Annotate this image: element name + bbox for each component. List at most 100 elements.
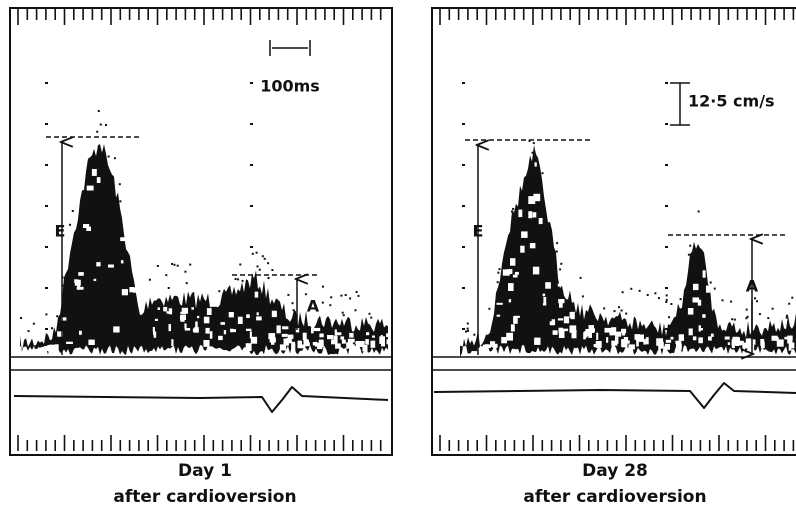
- noise-speck: [271, 269, 274, 271]
- spectrum-gap: [302, 332, 307, 341]
- noise-speck: [237, 278, 240, 281]
- spectrum-gap: [380, 335, 383, 339]
- spectrum-gap: [593, 344, 598, 348]
- spectrum-gap: [359, 341, 365, 347]
- spectrum-gap: [346, 342, 353, 349]
- calibration-dot: [45, 246, 48, 248]
- noise-speck: [267, 277, 270, 279]
- spectrum-gap: [254, 291, 259, 298]
- noise-speck: [511, 210, 514, 213]
- noise-speck: [788, 302, 791, 305]
- noise-speck: [251, 252, 254, 255]
- noise-speck: [731, 318, 734, 321]
- noise-speck: [45, 313, 48, 316]
- spectrum-gap: [299, 344, 306, 349]
- spectrum-gap: [295, 328, 300, 333]
- noise-speck: [171, 263, 174, 265]
- spectrum-gap: [570, 311, 575, 320]
- noise-speck: [771, 307, 774, 310]
- calibration-dot: [462, 287, 465, 289]
- spectrum-gap: [742, 343, 747, 348]
- spectrum-gap: [108, 264, 114, 268]
- noise-speck: [657, 297, 660, 300]
- noise-speck: [368, 312, 371, 315]
- spectrum-gap: [664, 343, 670, 350]
- noise-speck: [156, 265, 159, 267]
- spectrum-gap: [496, 314, 501, 317]
- spectrum-gap: [256, 316, 262, 321]
- spectrum-gap: [205, 327, 210, 334]
- panel-frame: [9, 7, 393, 456]
- spectrum-gap: [735, 337, 740, 344]
- calibration-dot: [45, 164, 48, 166]
- ecg-trace: [13, 386, 389, 413]
- spectrum-gap: [731, 342, 735, 349]
- spectrum-gap: [788, 342, 792, 351]
- spectrum-gap: [39, 347, 42, 355]
- spectrum-gap: [748, 339, 755, 347]
- spectrum-gap: [557, 318, 564, 321]
- spectrum-gap: [349, 332, 354, 338]
- spectrum-gap: [283, 338, 289, 346]
- spectrum-gap: [549, 321, 554, 326]
- noise-speck: [730, 300, 733, 303]
- spectrum-gap: [508, 299, 512, 303]
- noise-speck: [528, 139, 531, 142]
- spectrum-gap: [645, 337, 649, 345]
- noise-speck: [357, 294, 360, 297]
- noise-speck: [61, 284, 64, 287]
- spectrum-gap: [168, 308, 173, 315]
- spectrum-gap: [31, 349, 37, 353]
- spectrum-gap: [76, 286, 84, 290]
- spectrum-gap: [250, 336, 258, 344]
- spectrum-gap: [471, 351, 477, 355]
- ecg-trace: [433, 382, 796, 409]
- noise-speck: [105, 124, 107, 126]
- noise-speck: [329, 304, 332, 307]
- spectrum-gap: [735, 342, 740, 346]
- noise-speck: [488, 307, 491, 310]
- spectrum-gap: [528, 196, 536, 204]
- calibration-dot: [665, 246, 668, 248]
- spectrum-gap: [692, 336, 697, 341]
- noise-speck: [370, 316, 373, 319]
- spectrum-gap: [223, 330, 227, 335]
- spectrum-gap: [532, 212, 537, 218]
- spectrum-gap: [697, 299, 702, 306]
- panel-day-28: E A 12·5 cm/s Day 28 after cardioversion: [431, 7, 796, 507]
- noise-speck: [349, 297, 352, 300]
- spectrum-gap: [86, 185, 94, 191]
- spectrum-gap: [611, 340, 618, 346]
- spectrum-gap: [113, 326, 120, 333]
- noise-speck: [256, 265, 259, 268]
- noise-speck: [69, 223, 71, 226]
- spectrum-gap: [771, 335, 778, 341]
- spectrum-gap: [181, 307, 188, 314]
- spectrum-gap: [269, 337, 276, 343]
- noise-speck: [679, 298, 682, 301]
- calibration-dot: [45, 82, 48, 84]
- noise-speck: [713, 287, 716, 290]
- spectrum-gap: [571, 331, 577, 339]
- spectrum-gap: [595, 341, 602, 348]
- spectrum-gap: [271, 310, 277, 318]
- noise-speck: [56, 315, 59, 318]
- spectrum-gap: [314, 341, 318, 347]
- noise-speck: [344, 294, 347, 296]
- noise-speck: [638, 289, 641, 292]
- noise-speck: [646, 294, 649, 296]
- spectrum-gap: [66, 341, 73, 344]
- calibration-dot: [462, 246, 465, 248]
- noise-speck: [354, 309, 357, 312]
- spectrum-gap: [482, 344, 490, 349]
- spectrum-gap: [218, 335, 223, 341]
- spectrum-gap: [533, 193, 541, 202]
- spectrum-gap: [529, 243, 536, 249]
- spectrum-gap: [727, 342, 730, 345]
- spectrum-gap: [615, 331, 622, 337]
- spectrum-gap: [168, 324, 171, 332]
- spectrum-gap: [379, 336, 385, 344]
- spectrum-gap: [558, 330, 565, 338]
- spectrum-gap: [760, 339, 765, 346]
- spectrum-gap: [340, 336, 345, 340]
